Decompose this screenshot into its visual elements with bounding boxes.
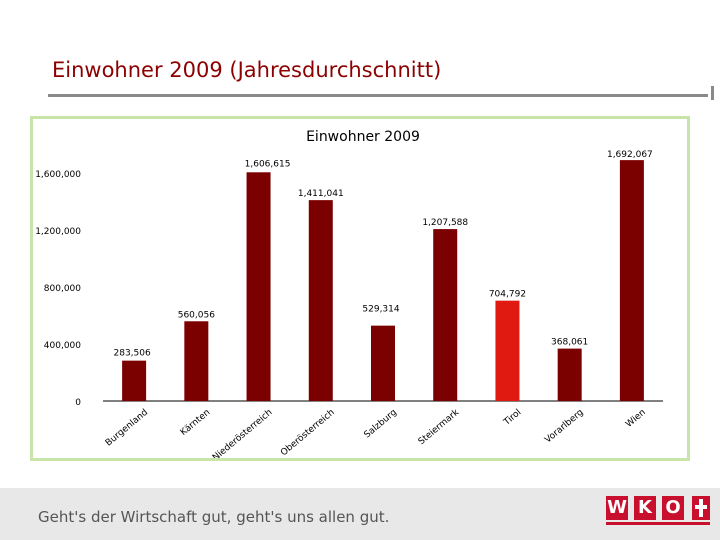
y-tick-label: 0 <box>75 398 81 408</box>
logo-letter-o: O <box>662 496 684 520</box>
bar <box>308 200 333 401</box>
bars <box>122 160 644 401</box>
y-tick-label: 1,600,000 <box>35 170 81 180</box>
x-tick-label: Vorarlberg <box>543 408 585 446</box>
crest-icon <box>692 496 710 520</box>
bar <box>122 360 147 401</box>
bar-chart: Einwohner 2009 0 400,000 800,000 1,200,000 1… <box>35 129 663 458</box>
logo-strip <box>606 522 710 525</box>
x-tick-label: Tirol <box>501 408 523 429</box>
logo-letter-k: K <box>634 496 656 520</box>
title-underline <box>48 94 708 97</box>
x-tick-label: Wien <box>624 408 648 430</box>
x-tick-label: Salzburg <box>363 408 399 441</box>
bar <box>557 348 582 401</box>
y-tick-label: 1,200,000 <box>35 227 81 237</box>
x-tick-label: Oberösterreich <box>279 408 337 458</box>
bar <box>184 321 209 401</box>
bar <box>619 160 644 401</box>
chart-title: Einwohner 2009 <box>306 129 420 145</box>
value-label: 368,061 <box>551 338 588 348</box>
bar <box>495 300 520 401</box>
value-label: 283,506 <box>114 349 151 359</box>
chart-frame: Einwohner 2009 0 400,000 800,000 1,200,000 1… <box>30 116 690 461</box>
value-label: 1,411,041 <box>298 189 344 199</box>
footer-slogan: Geht's der Wirtschaft gut, geht's uns al… <box>38 508 390 526</box>
value-label: 1,692,067 <box>607 150 653 160</box>
title-underline-tick <box>711 86 714 100</box>
value-label: 560,056 <box>178 310 215 320</box>
footer-band <box>0 488 720 540</box>
value-labels: 283,506 560,056 1,606,615 1,411,041 529,314 1… <box>114 150 653 359</box>
value-label: 704,792 <box>489 290 526 300</box>
value-label: 1,606,615 <box>245 159 291 169</box>
slide-title: Einwohner 2009 (Jahresdurchschnitt) <box>52 58 442 82</box>
x-tick-label: Kärnten <box>179 408 212 438</box>
bar <box>433 229 458 401</box>
value-label: 1,207,588 <box>422 218 468 228</box>
x-tick-label: Niederösterreich <box>211 408 275 458</box>
wko-logo: W K O <box>606 496 710 526</box>
value-label: 529,314 <box>362 305 399 315</box>
y-tick-label: 800,000 <box>44 284 81 294</box>
y-tick-label: 400,000 <box>44 341 81 351</box>
logo-letter-w: W <box>606 496 628 520</box>
bar <box>246 172 271 401</box>
bar <box>371 325 395 401</box>
x-tick-label: Burgenland <box>104 408 150 449</box>
x-tick-label: Steiermark <box>417 407 462 447</box>
